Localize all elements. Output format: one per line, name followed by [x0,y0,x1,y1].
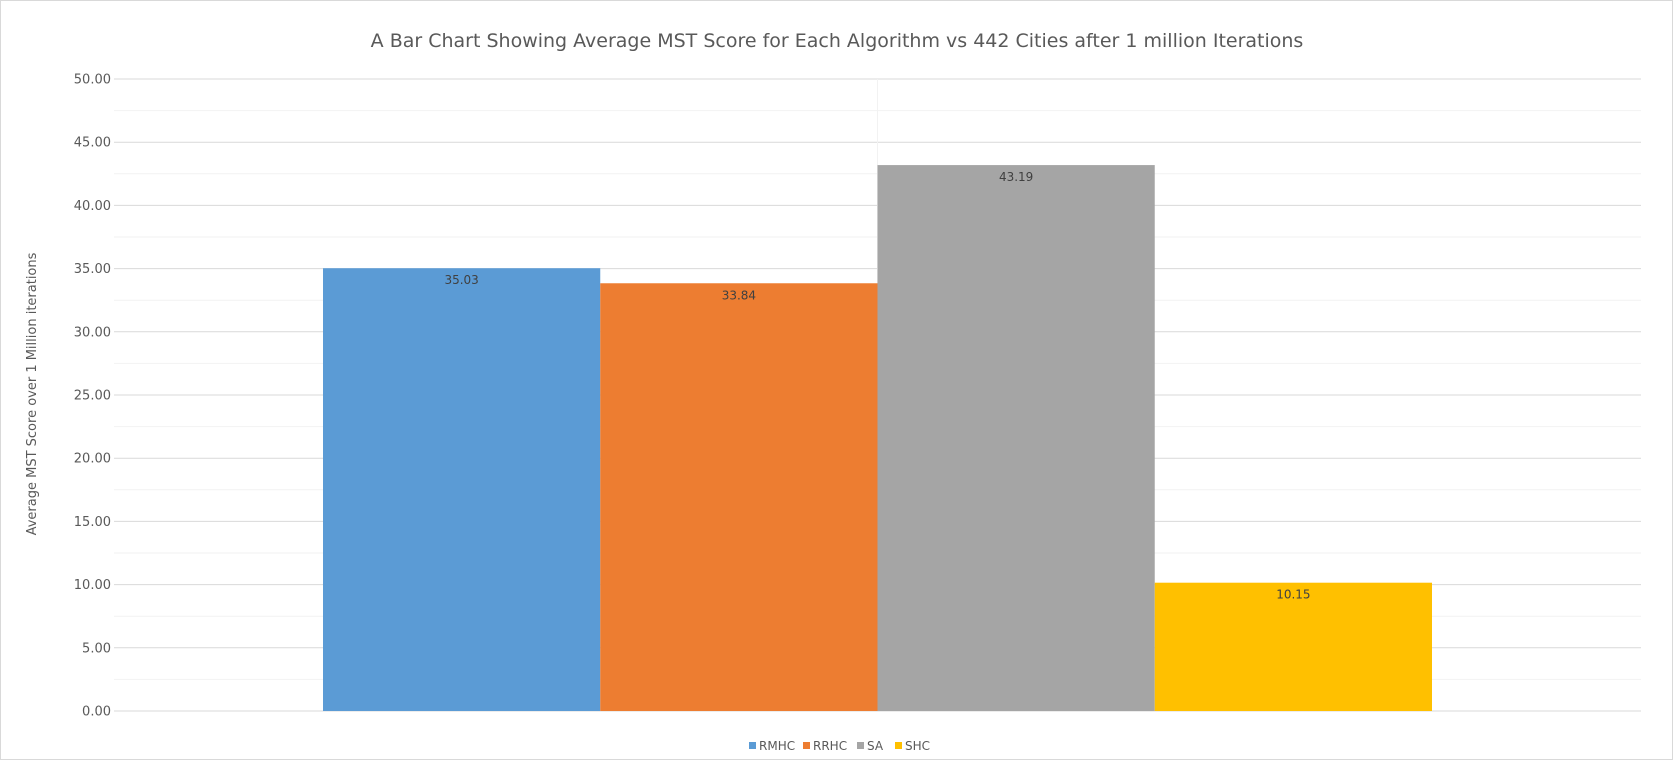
y-tick-label: 45.00 [74,136,111,151]
y-axis-ticks: 0.00 5.00 10.00 15.00 20.00 25.00 30.00 35.00 40… [74,73,111,720]
data-labels: 35.03 33.84 43.19 10.15 [444,170,1310,602]
y-tick-label: 25.00 [74,389,111,404]
legend-label-rmhc: RMHC [759,739,795,753]
y-tick-label: 40.00 [74,199,111,214]
y-tick-label: 50.00 [74,73,111,88]
bar-sa [877,165,1155,712]
legend-swatch-sa [857,742,864,749]
legend: RMHC RRHC SA SHC [749,739,930,753]
data-label-rrhc: 33.84 [722,288,756,302]
legend-label-rrhc: RRHC [813,739,847,753]
bar-shc [1154,582,1432,711]
y-tick-label: 15.00 [74,515,111,530]
legend-swatch-rrhc [803,742,810,749]
bars [323,165,1432,712]
y-tick-label: 5.00 [82,641,111,656]
y-tick-label: 30.00 [74,325,111,340]
y-tick-label: 10.00 [74,578,111,593]
data-label-rmhc: 35.03 [444,273,478,287]
chart-title: A Bar Chart Showing Average MST Score fo… [371,30,1304,52]
legend-label-shc: SHC [905,739,930,753]
y-axis-label: Average MST Score over 1 Million iterati… [25,252,40,535]
y-tick-label: 0.00 [82,705,111,720]
legend-label-sa: SA [867,739,884,753]
bar-rmhc [323,268,601,711]
legend-swatch-shc [895,742,902,749]
bar-rrhc [600,283,878,711]
legend-swatch-rmhc [749,742,756,749]
y-tick-label: 35.00 [74,262,111,277]
data-label-sa: 43.19 [999,170,1033,184]
y-tick-label: 20.00 [74,452,111,467]
data-label-shc: 10.15 [1276,588,1310,602]
